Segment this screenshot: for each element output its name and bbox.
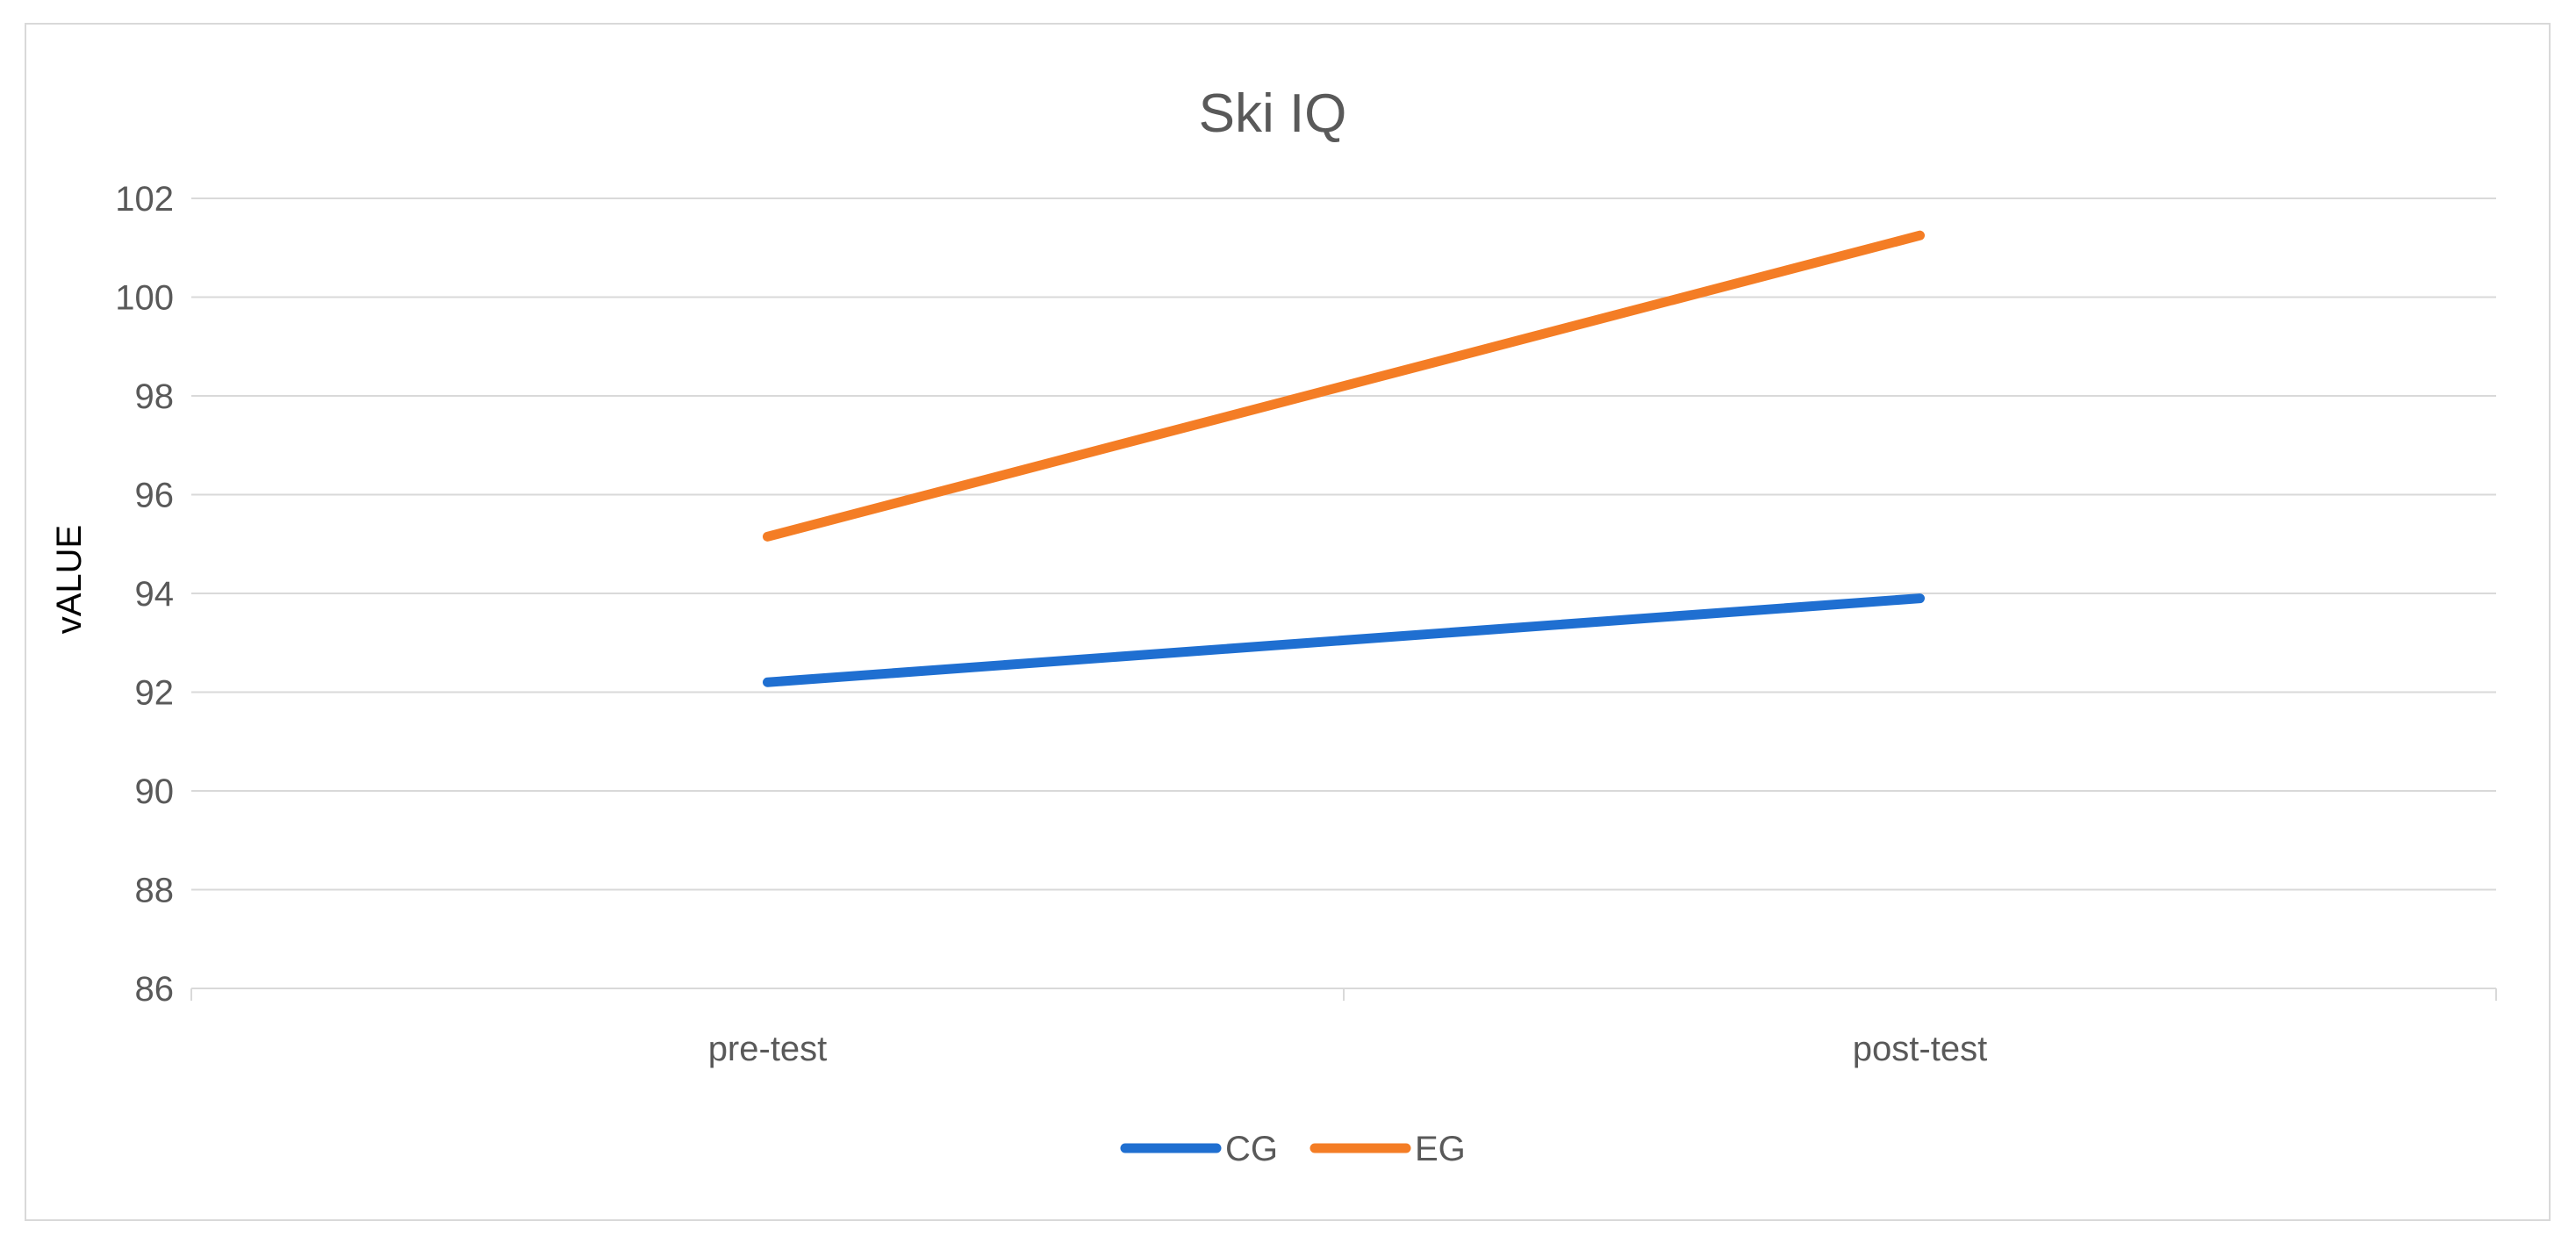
y-tick-label: 94 xyxy=(135,575,175,614)
legend-label-eg: EG xyxy=(1415,1130,1466,1168)
y-tick-label: 86 xyxy=(135,970,175,1009)
chart-canvas: Ski IQ 86 88 90 92 94 96 98 100 102 pre-test post… xyxy=(50,83,2497,1168)
legend-label-cg: CG xyxy=(1225,1130,1278,1168)
x-tick-label: pre-test xyxy=(708,1030,828,1068)
chart-frame: Ski IQ 86 88 90 92 94 96 98 100 102 pre-test post… xyxy=(25,23,2551,1221)
x-axis-ticks: pre-test post-test xyxy=(708,1030,1988,1068)
y-axis-title: vALUE xyxy=(50,525,89,635)
series-line-cg xyxy=(763,593,1925,687)
y-tick-label: 100 xyxy=(115,279,174,318)
y-tick-label: 102 xyxy=(115,180,174,219)
series-line-eg xyxy=(763,230,1925,542)
y-tick-label: 88 xyxy=(135,872,175,910)
series-lines xyxy=(763,230,1925,687)
gridlines xyxy=(191,198,2496,891)
y-tick-label: 92 xyxy=(135,674,175,713)
y-tick-label: 90 xyxy=(135,772,175,811)
y-tick-label: 96 xyxy=(135,477,175,515)
legend: CG EG xyxy=(1120,1130,1466,1168)
y-tick-label: 98 xyxy=(135,377,175,416)
y-axis-ticks: 86 88 90 92 94 96 98 100 102 xyxy=(115,180,174,1009)
x-axis xyxy=(190,988,2497,1001)
x-tick-label: post-test xyxy=(1853,1030,1987,1068)
chart-title: Ski IQ xyxy=(1199,83,1347,144)
